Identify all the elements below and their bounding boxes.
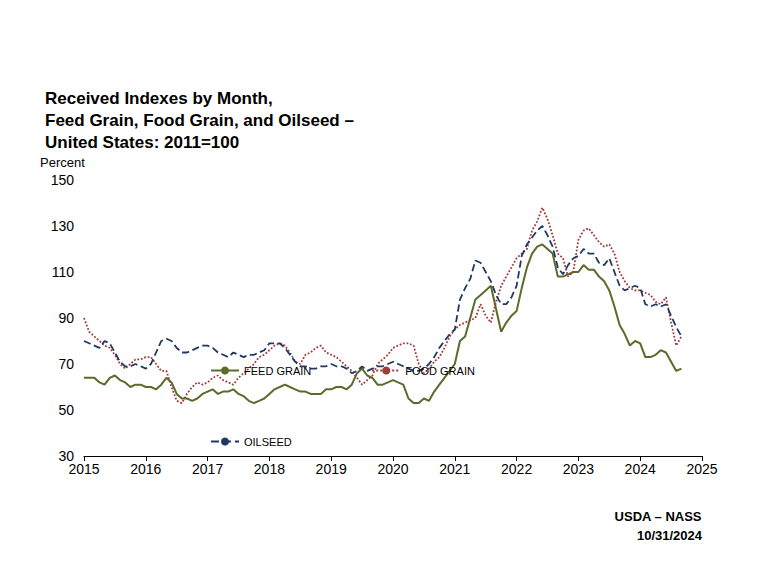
svg-text:2024: 2024 — [625, 461, 656, 477]
svg-text:United States: 2011=100: United States: 2011=100 — [45, 133, 239, 152]
svg-text:150: 150 — [51, 172, 75, 188]
svg-text:Feed Grain, Food Grain, and Oi: Feed Grain, Food Grain, and Oilseed – — [45, 111, 354, 130]
svg-text:OILSEED: OILSEED — [244, 436, 292, 448]
svg-text:2020: 2020 — [377, 461, 408, 477]
svg-text:2017: 2017 — [192, 461, 223, 477]
svg-text:Percent: Percent — [40, 155, 85, 170]
svg-text:USDA – NASS: USDA – NASS — [615, 509, 702, 524]
svg-text:70: 70 — [58, 356, 74, 372]
svg-text:2015: 2015 — [68, 461, 99, 477]
svg-text:30: 30 — [58, 448, 74, 464]
svg-text:FEED GRAIN: FEED GRAIN — [244, 365, 311, 377]
svg-text:10/31/2024: 10/31/2024 — [637, 528, 703, 543]
svg-text:2023: 2023 — [563, 461, 594, 477]
svg-text:Received Indexes by Month,: Received Indexes by Month, — [45, 89, 273, 108]
svg-text:2025: 2025 — [686, 461, 717, 477]
svg-text:110: 110 — [52, 264, 75, 280]
svg-text:FOOD GRAIN: FOOD GRAIN — [405, 365, 475, 377]
svg-text:50: 50 — [58, 402, 74, 418]
svg-text:130: 130 — [51, 218, 75, 234]
svg-text:90: 90 — [58, 310, 74, 326]
svg-text:2018: 2018 — [254, 461, 285, 477]
svg-text:2021: 2021 — [439, 461, 470, 477]
svg-text:2019: 2019 — [316, 461, 347, 477]
svg-text:2016: 2016 — [130, 461, 161, 477]
svg-text:2022: 2022 — [501, 461, 532, 477]
